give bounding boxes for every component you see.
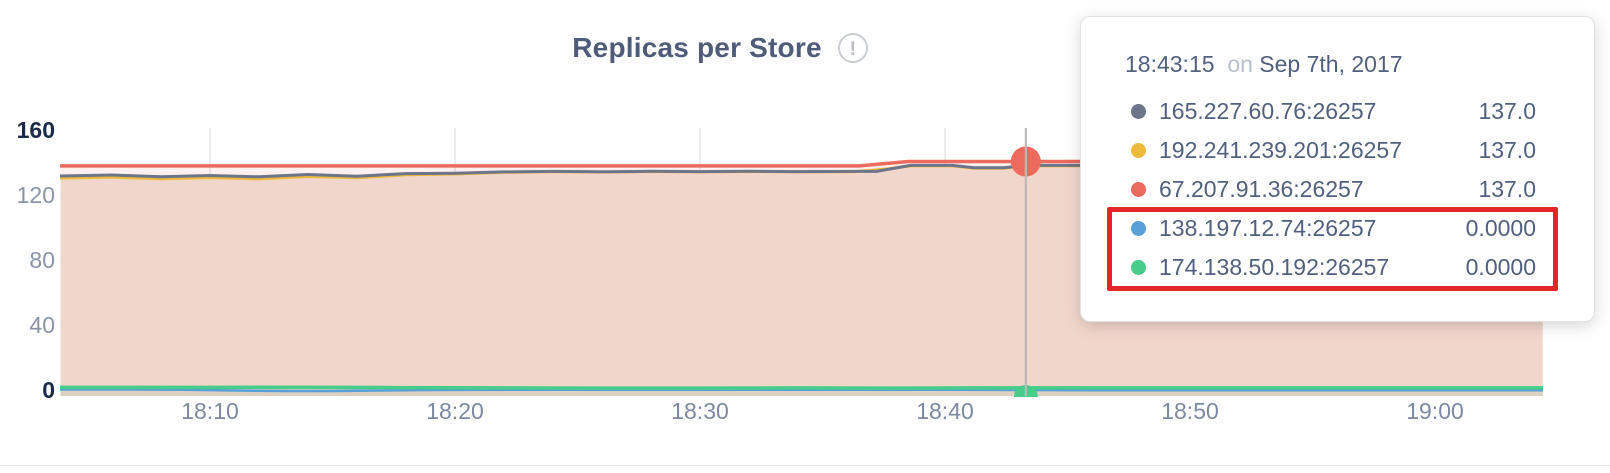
- x-axis-tick-label: 19:00: [1406, 398, 1464, 424]
- series-color-dot: [1131, 104, 1146, 119]
- y-axis-tick-label: 160: [17, 117, 55, 143]
- tooltip-series-row: 165.227.60.76:26257 137.0: [1081, 92, 1594, 131]
- series-color-dot: [1131, 221, 1146, 236]
- chart-header: Replicas per Store !: [0, 28, 1440, 68]
- series-address-label: 174.138.50.192:26257: [1159, 254, 1390, 280]
- series-value: 0.0000: [1465, 254, 1536, 280]
- chart-tooltip: 18:43:15 on Sep 7th, 2017 165.227.60.76:…: [1080, 16, 1595, 322]
- tooltip-timestamp: 18:43:15 on Sep 7th, 2017: [1125, 51, 1564, 78]
- info-exclamation-icon[interactable]: !: [837, 33, 868, 63]
- series-address-label: 165.227.60.76:26257: [1159, 98, 1377, 124]
- tooltip-on-word: on: [1227, 51, 1253, 77]
- series-value: 137.0: [1478, 176, 1536, 202]
- tooltip-date: Sep 7th, 2017: [1259, 51, 1403, 77]
- tooltip-time: 18:43:15: [1125, 51, 1215, 77]
- x-axis-tick-label: 18:10: [181, 398, 239, 424]
- series-color-dot: [1131, 143, 1146, 158]
- x-axis-tick-label: 18:50: [1161, 398, 1219, 424]
- series-address-label: 138.197.12.74:26257: [1159, 215, 1377, 241]
- page-title: Replicas per Store: [572, 32, 822, 63]
- series-address-label: 67.207.91.36:26257: [1159, 176, 1364, 202]
- x-axis-tick-label: 18:30: [671, 398, 729, 424]
- series-value: 0.0000: [1465, 215, 1536, 241]
- tooltip-series-row: 174.138.50.192:26257 0.0000: [1081, 248, 1594, 287]
- series-line: [60, 385, 1543, 390]
- y-axis-tick-label: 0: [42, 377, 55, 403]
- series-address-label: 192.241.239.201:26257: [1159, 137, 1403, 163]
- series-line: [60, 388, 1543, 393]
- panel-divider: [0, 465, 1610, 466]
- tooltip-series-row: 67.207.91.36:26257 137.0: [1081, 170, 1594, 209]
- series-line: [60, 163, 1543, 179]
- series-value: 137.0: [1478, 98, 1536, 124]
- x-axis-tick-label: 18:20: [426, 398, 484, 424]
- y-axis-tick-label: 80: [29, 247, 55, 273]
- y-axis-tick-label: 40: [29, 312, 55, 338]
- x-axis-tick-label: 18:40: [916, 398, 974, 424]
- tooltip-series-row: 138.197.12.74:26257 0.0000: [1081, 209, 1594, 248]
- series-color-dot: [1131, 182, 1146, 197]
- tooltip-rows: 165.227.60.76:26257 137.0 192.241.239.201:…: [1081, 92, 1594, 291]
- tooltip-series-row: 192.241.239.201:26257 137.0: [1081, 131, 1594, 170]
- series-color-dot: [1131, 260, 1146, 275]
- series-value: 137.0: [1478, 137, 1536, 163]
- y-axis-tick-label: 120: [17, 182, 55, 208]
